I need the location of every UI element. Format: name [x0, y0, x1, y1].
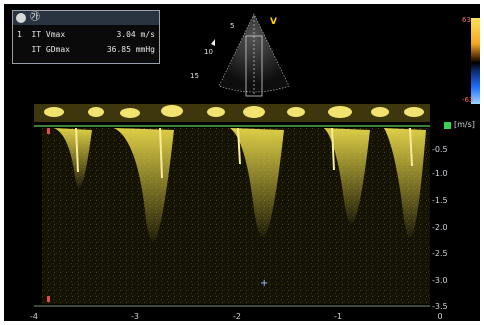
spectrum-noise	[42, 128, 430, 304]
measure-icon[interactable]	[16, 13, 26, 23]
velocity-tick: -1.5	[432, 196, 448, 205]
measurement-value-gdmax: 36.85 mmHg	[106, 45, 155, 54]
velocity-tick: -1.0	[432, 169, 448, 178]
depth-mark-15: 15	[190, 72, 199, 80]
velocity-tick: -3.5	[432, 302, 448, 311]
depth-mark-10: 10	[204, 48, 213, 56]
measurement-header: ㉮	[13, 11, 159, 25]
ultrasound-display: ㉮ 1 IT Vmax 3.04 m/s IT GDmax 36.85 mmHg…	[4, 4, 480, 321]
measurement-label-vmax: 1 IT Vmax	[17, 30, 66, 39]
color-scale-bar	[471, 18, 480, 104]
depth-marker-icon	[211, 39, 215, 46]
velocity-tick: -2.0	[432, 223, 448, 232]
doppler-spectrum: +	[34, 100, 430, 310]
orientation-marker: V	[270, 17, 277, 27]
colorbar-top-label: 63	[462, 16, 471, 24]
depth-mark-5: 5	[230, 22, 234, 30]
regurgitant-jets	[54, 128, 426, 242]
time-tick: -4	[30, 312, 38, 321]
baseline-handle[interactable]	[444, 122, 451, 129]
measurement-box: ㉮ 1 IT Vmax 3.04 m/s IT GDmax 36.85 mmHg	[12, 10, 160, 64]
ecg-marker-left	[47, 296, 50, 302]
sector-outline	[218, 13, 290, 93]
colorbar-bottom-label: -63	[462, 96, 474, 104]
velocity-tick: -0.5	[432, 145, 448, 154]
cursor-cross-icon[interactable]: +	[260, 278, 268, 289]
velocity-tick: -2.5	[432, 249, 448, 258]
time-tick: -1	[334, 312, 342, 321]
sector-thumbnail: 5 10 15 V	[190, 13, 290, 97]
upper-band-highlights	[44, 105, 424, 118]
measurement-value-vmax: 3.04 m/s	[116, 30, 155, 39]
time-tick: 0	[437, 312, 443, 321]
velocity-unit: [m/s]	[454, 120, 475, 129]
measurement-title: ㉮	[30, 12, 40, 23]
spectral-spikes	[75, 127, 413, 179]
measurement-label-gdmax: IT GDmax	[17, 45, 70, 54]
ecg-marker-top	[47, 128, 50, 134]
time-tick: -2	[233, 312, 241, 321]
velocity-tick: -3.0	[432, 276, 448, 285]
time-tick: -3	[131, 312, 139, 321]
